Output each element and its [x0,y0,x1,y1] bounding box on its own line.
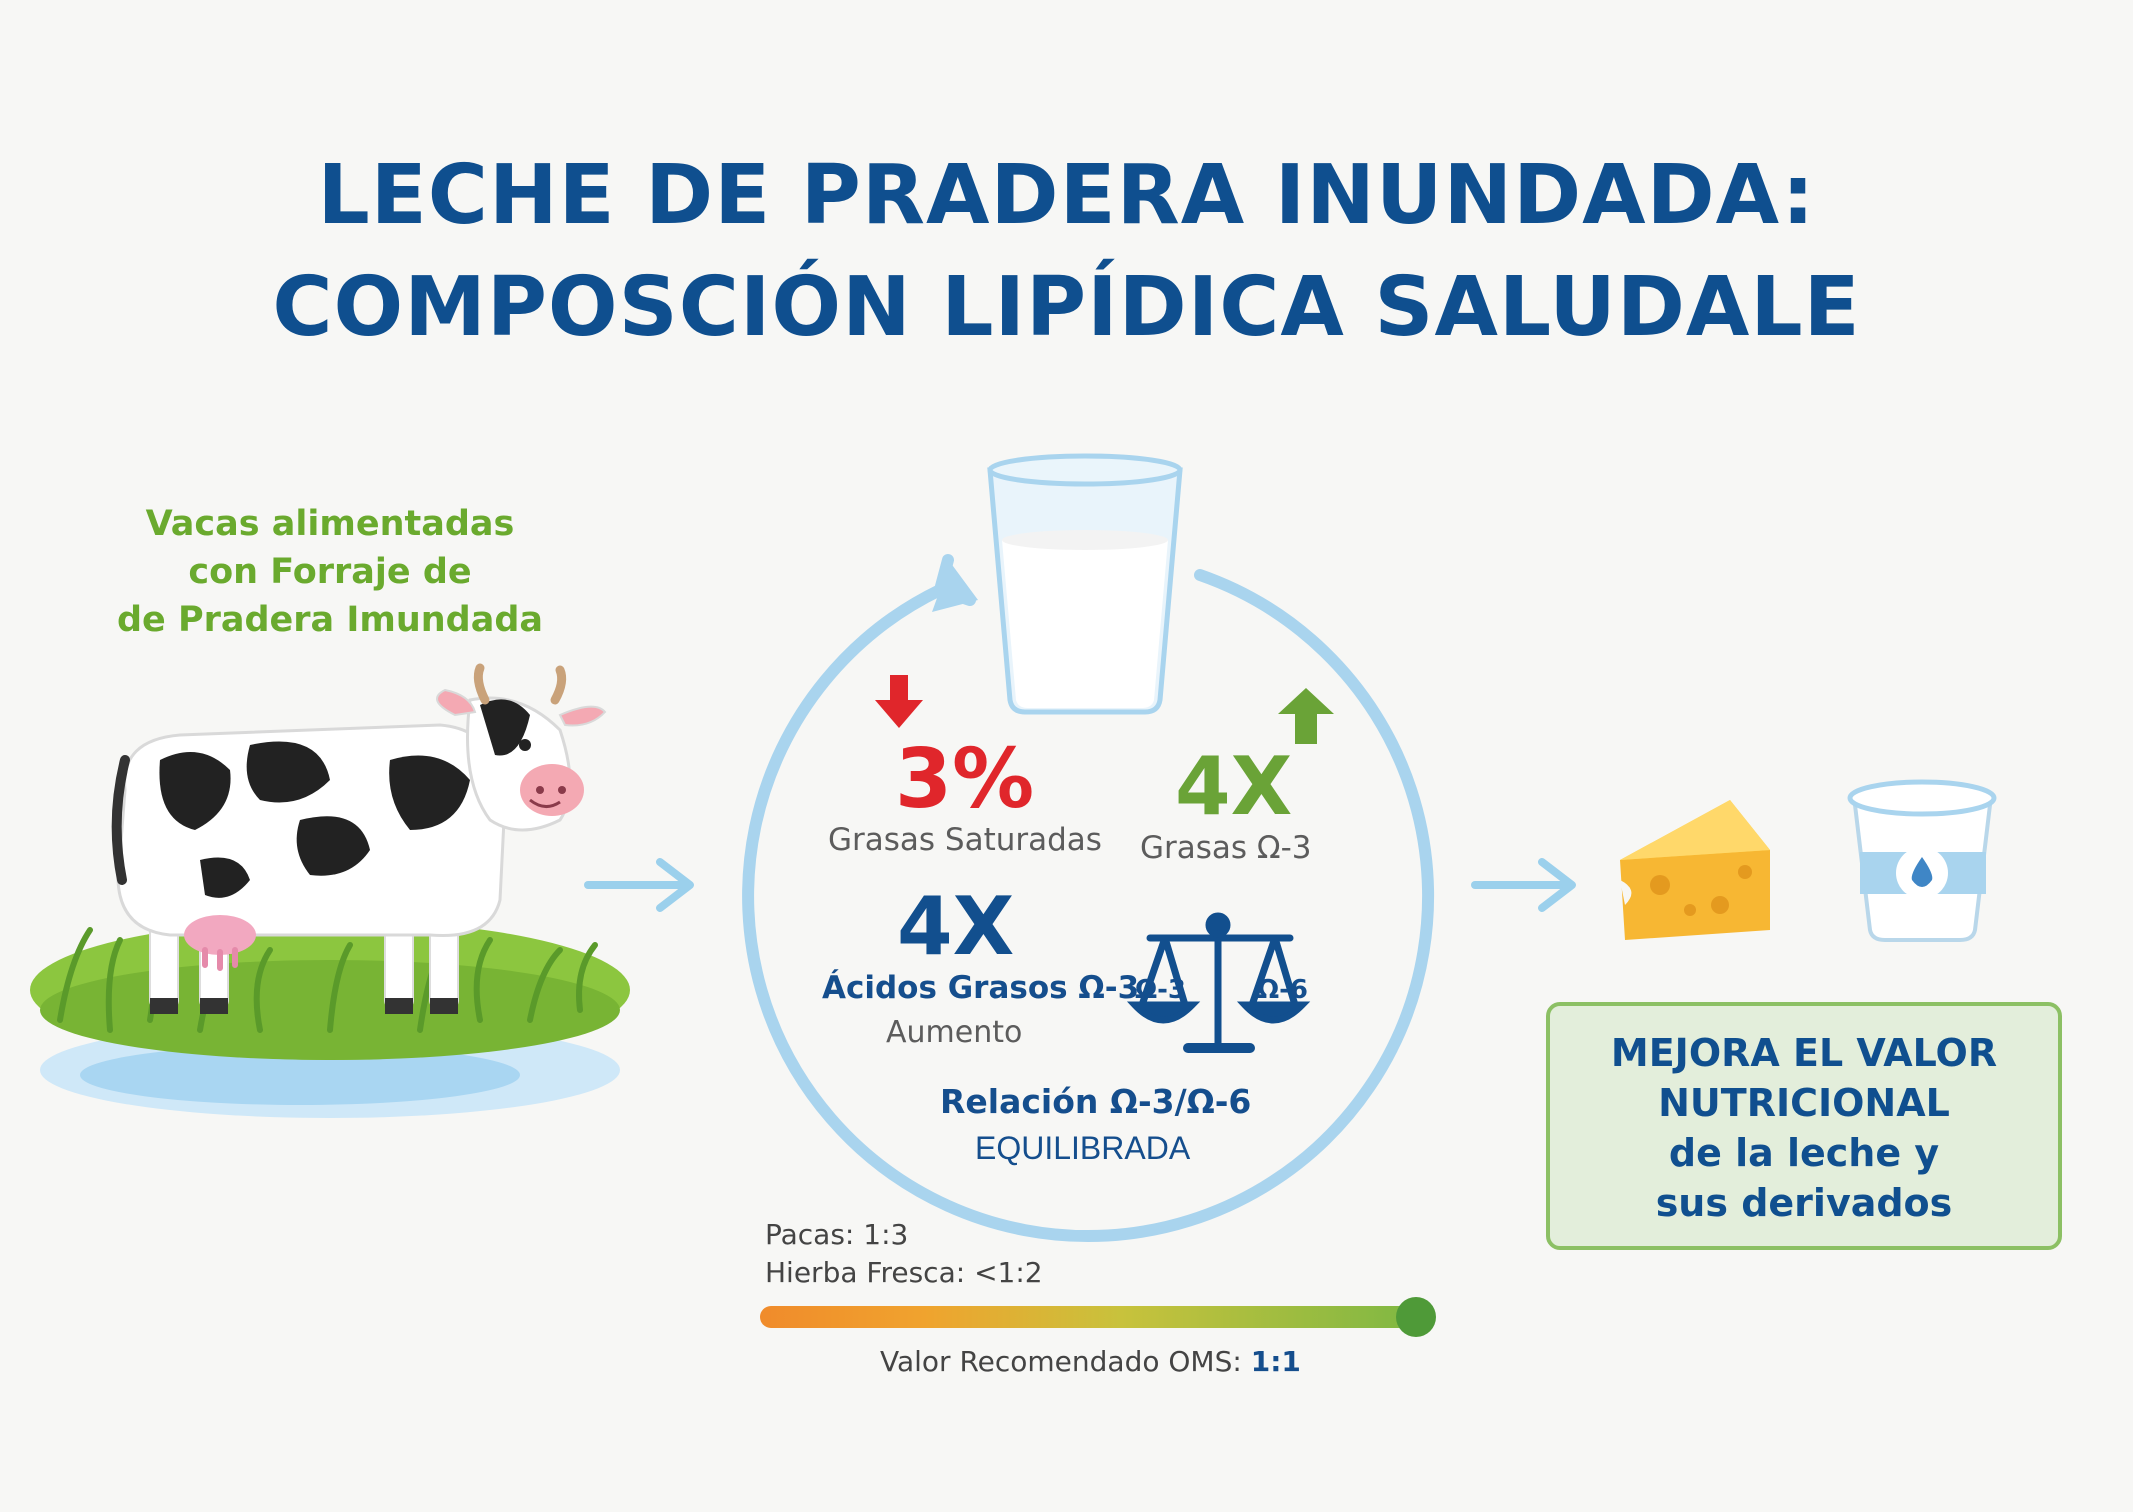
cycle-arrow-head-icon [932,562,978,612]
ratio-indicator-knob [1396,1297,1436,1337]
omega3-fat-label: Grasas Ω-3 [1140,830,1312,866]
omega3-acid-sub: Aumento [886,1015,1023,1050]
oms-label: Valor Recomendado OMS: [880,1345,1242,1378]
ratio-status: EQUILIBRADA [975,1130,1191,1166]
saturated-fat-label: Grasas Saturadas [828,822,1102,858]
benefit-line-4: sus derivados [1655,1181,1953,1225]
title-line-1: LECHE DE PRADERA INUNDADA: [317,148,1816,243]
yogurt-cup-icon [1847,779,1997,942]
omega3-fat-value: 4X [1175,740,1293,833]
arrow-right-icon [584,858,694,912]
cow-caption-line-1: Vacas alimentadas [145,504,515,544]
cow-caption: Vacas alimentadas con Forraje de de Prad… [100,500,560,644]
title-line-2: COMPOSCIÓN LIPÍDICA SALUDALE [272,260,1861,355]
arrow-down-icon [875,675,923,728]
cheese-icon [1620,800,1770,940]
omega3-acid-value: 4X [897,880,1015,973]
arrow-up-icon [1278,688,1334,744]
milk-glass-icon [987,453,1183,715]
benefit-line-3: de la leche y [1668,1131,1940,1175]
page-title: LECHE DE PRADERA INUNDADA: COMPOSCIÓN LI… [0,140,2133,364]
saturated-fat-value: 3% [895,732,1035,827]
benefit-line-2: NUTRICIONAL [1658,1081,1950,1125]
scale-left-label: Ω-3 [1135,975,1186,1005]
cow-caption-line-2: con Forraje de [188,552,472,592]
arrow-right-icon-2 [1471,858,1576,912]
cow-icon [111,663,607,1014]
balance-scale-icon [1126,912,1311,1053]
ratio-label: Relación Ω-3/Ω-6 [940,1082,1252,1121]
hierba-ratio: Hierba Fresca: <1:2 [765,1256,1043,1289]
omega3-acid-label: Ácidos Grasos Ω-3 [822,970,1140,1006]
pacas-ratio: Pacas: 1:3 [765,1218,909,1251]
cow-caption-line-3: de Pradera Imundada [116,600,544,640]
oms-recommendation: Valor Recomendado OMS: 1:1 [880,1345,1301,1378]
meadow-illustration [30,917,630,1118]
scale-right-label: Ω-6 [1257,975,1308,1005]
benefit-box: MEJORA EL VALOR NUTRICIONAL de la leche … [1546,1002,2062,1250]
benefit-line-1: MEJORA EL VALOR [1610,1031,1998,1075]
ratio-gradient-bar [760,1297,1436,1337]
oms-value: 1:1 [1250,1345,1301,1378]
